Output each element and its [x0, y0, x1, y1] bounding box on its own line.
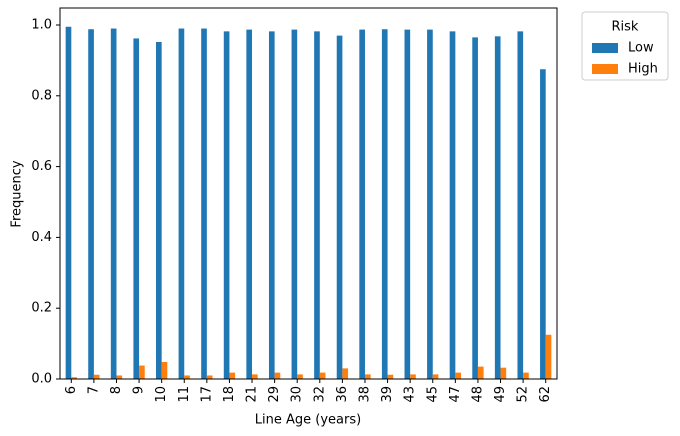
bar	[381, 29, 388, 380]
bar	[517, 31, 524, 380]
x-tick-label: 7	[86, 386, 101, 394]
bar	[161, 362, 168, 379]
bar	[184, 375, 190, 379]
legend-title: Risk	[612, 20, 639, 35]
legend-swatch	[592, 64, 618, 74]
x-tick-label: 30	[290, 386, 305, 403]
bar	[223, 31, 230, 380]
legend-swatch	[592, 43, 618, 53]
x-tick-label: 45	[425, 386, 440, 403]
y-tick-label: 0.0	[31, 372, 52, 387]
bar	[252, 374, 258, 379]
x-tick-label: 52	[516, 386, 531, 403]
bar	[93, 374, 100, 379]
bar	[71, 377, 77, 379]
bar	[342, 368, 349, 379]
x-tick-label: 8	[109, 386, 124, 394]
legend-label: High	[628, 62, 658, 77]
x-tick-label: 10	[154, 386, 169, 403]
x-tick-label: 29	[267, 386, 282, 403]
bar	[246, 29, 253, 380]
y-tick-label: 0.6	[31, 159, 52, 174]
bar	[477, 366, 484, 379]
bar	[540, 69, 546, 380]
bar	[432, 374, 439, 379]
bar	[291, 29, 298, 380]
x-tick-label: 43	[403, 386, 418, 403]
bar	[387, 374, 394, 379]
y-tick-label: 1.0	[31, 17, 52, 32]
bar	[133, 38, 140, 380]
bar	[410, 374, 416, 379]
y-tick-label: 0.2	[31, 301, 52, 316]
bar	[500, 367, 507, 379]
bar	[523, 372, 529, 379]
x-tick-label: 47	[448, 386, 463, 403]
x-tick-label: 36	[335, 386, 350, 403]
bar	[472, 37, 478, 380]
bar	[268, 31, 275, 380]
bar	[116, 375, 123, 379]
bar	[449, 31, 456, 380]
bar	[427, 29, 433, 380]
x-tick-label: 38	[357, 386, 372, 403]
x-tick-label: 18	[222, 386, 237, 403]
bar	[314, 31, 320, 380]
x-tick-label: 49	[493, 386, 508, 403]
x-tick-label: 62	[538, 386, 553, 403]
bar	[110, 28, 117, 380]
x-tick-label: 11	[177, 386, 192, 403]
y-axis-label: Frequency	[10, 160, 25, 227]
x-tick-label: 9	[132, 386, 147, 394]
x-tick-label: 17	[199, 386, 214, 403]
y-tick-label: 0.4	[31, 230, 52, 245]
bar	[297, 374, 303, 379]
bar	[364, 374, 371, 379]
x-tick-label: 48	[470, 386, 485, 403]
bar	[139, 365, 145, 379]
bar	[359, 29, 365, 380]
bar	[156, 41, 162, 379]
bar	[65, 26, 72, 380]
bar	[88, 29, 94, 380]
x-tick-label: 32	[312, 386, 327, 403]
bar	[201, 28, 207, 380]
bar	[336, 35, 343, 379]
y-tick-label: 0.8	[31, 88, 52, 103]
bar	[274, 372, 281, 379]
plot-frame	[59, 7, 558, 380]
bar	[178, 28, 185, 380]
legend-label: Low	[628, 41, 654, 56]
x-tick-label: 21	[245, 386, 260, 403]
bar	[404, 29, 411, 380]
x-tick-label: 39	[380, 386, 395, 403]
bar	[319, 372, 326, 379]
bar	[206, 375, 213, 379]
x-axis-label: Line Age (years)	[255, 413, 361, 428]
bar	[494, 36, 501, 379]
bar	[455, 372, 461, 379]
x-tick-label: 6	[64, 386, 79, 394]
legend-box	[581, 11, 669, 81]
bar	[545, 334, 552, 379]
bar	[229, 372, 236, 379]
